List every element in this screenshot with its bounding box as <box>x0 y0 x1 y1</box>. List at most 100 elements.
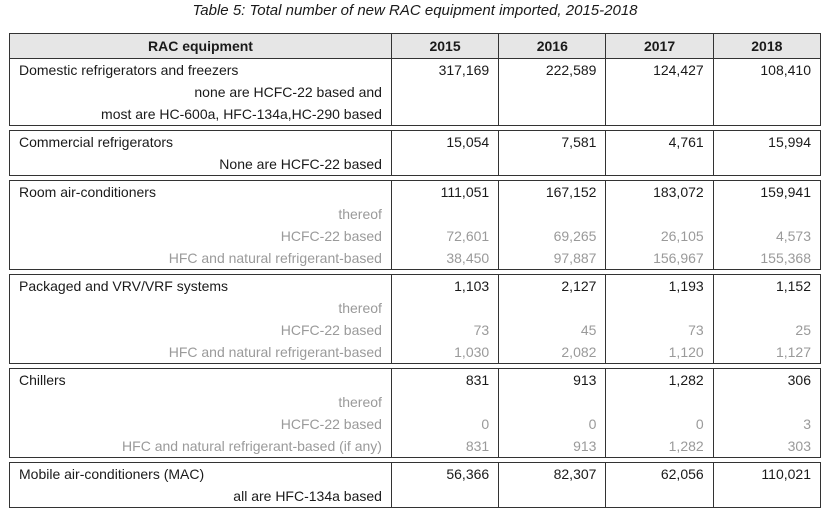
value-cell-2016 <box>498 203 607 225</box>
value-cell-2015: 73 <box>390 319 500 341</box>
value-cell-2017 <box>605 297 714 319</box>
header-2015: 2015 <box>390 33 500 59</box>
value-cell-2018 <box>712 485 822 508</box>
table-body: Domestic refrigerators and freezers 317,1… <box>9 58 822 508</box>
value-cell-2018: 159,941 <box>712 180 822 203</box>
value-cell-2015: 0 <box>390 413 500 435</box>
value-cell-2017: 62,056 <box>605 462 714 485</box>
value-cell-2016: 222,589 <box>498 58 607 81</box>
value-cell-2015: 831 <box>390 435 500 458</box>
value-cell-2017: 0 <box>605 413 714 435</box>
equipment-sublabel: HFC and natural refrigerant-based <box>9 247 392 270</box>
value-cell-2016: 2,127 <box>498 274 607 297</box>
value-cell-2018: 155,368 <box>712 247 822 270</box>
equipment-sublabel: most are HC-600a, HFC-134a,HC-290 based <box>9 103 392 126</box>
table-row: Commercial refrigerators 15,054 7,581 4,761… <box>9 130 822 153</box>
value-cell-2017: 73 <box>605 319 714 341</box>
value-cell-2018 <box>712 103 822 126</box>
value-cell-2017 <box>605 103 714 126</box>
value-cell-2016 <box>498 153 607 176</box>
value-cell-2018: 4,573 <box>712 225 822 247</box>
header-2018: 2018 <box>712 33 822 59</box>
value-cell-2018: 1,152 <box>712 274 822 297</box>
table-row: none are HCFC-22 based and <box>9 81 822 103</box>
table-row: thereof <box>9 391 822 413</box>
value-cell-2015: 38,450 <box>390 247 500 270</box>
value-cell-2016: 45 <box>498 319 607 341</box>
value-cell-2015: 56,366 <box>390 462 500 485</box>
value-cell-2018: 306 <box>712 368 822 391</box>
table-row: HCFC-22 based 0 0 0 3 <box>9 413 822 435</box>
equipment-sublabel: HFC and natural refrigerant-based <box>9 341 392 364</box>
value-cell-2016 <box>498 391 607 413</box>
header-rac-equipment: RAC equipment <box>9 33 392 59</box>
value-cell-2015 <box>390 103 500 126</box>
value-cell-2017: 1,120 <box>605 341 714 364</box>
value-cell-2015 <box>390 485 500 508</box>
value-cell-2018: 108,410 <box>712 58 822 81</box>
value-cell-2017 <box>605 485 714 508</box>
value-cell-2015 <box>390 391 500 413</box>
value-cell-2016 <box>498 485 607 508</box>
value-cell-2017 <box>605 203 714 225</box>
table-row: HFC and natural refrigerant-based 38,450 9… <box>9 247 822 270</box>
header-2016: 2016 <box>498 33 607 59</box>
value-cell-2017: 124,427 <box>605 58 714 81</box>
value-cell-2017: 4,761 <box>605 130 714 153</box>
table-row: most are HC-600a, HFC-134a,HC-290 based <box>9 103 822 126</box>
value-cell-2015 <box>390 81 500 103</box>
value-cell-2015: 317,169 <box>390 58 500 81</box>
header-row: RAC equipment 2015 2016 2017 2018 <box>9 33 822 59</box>
value-cell-2017 <box>605 391 714 413</box>
table-row: HFC and natural refrigerant-based (if an… <box>9 435 822 458</box>
equipment-sublabel: thereof <box>9 297 392 319</box>
value-cell-2015 <box>390 203 500 225</box>
value-cell-2017: 1,282 <box>605 368 714 391</box>
table-row: thereof <box>9 297 822 319</box>
value-cell-2018 <box>712 203 822 225</box>
value-cell-2017: 1,193 <box>605 274 714 297</box>
value-cell-2015: 111,051 <box>390 180 500 203</box>
table-row: HFC and natural refrigerant-based 1,030 2,… <box>9 341 822 364</box>
table-row: Packaged and VRV/VRF systems 1,103 2,127 1,… <box>9 274 822 297</box>
table-row: Domestic refrigerators and freezers 317,1… <box>9 58 822 81</box>
table-row: Room air-conditioners 111,051 167,152 183,0… <box>9 180 822 203</box>
value-cell-2015: 1,103 <box>390 274 500 297</box>
value-cell-2016: 913 <box>498 435 607 458</box>
equipment-label: Commercial refrigerators <box>9 130 392 153</box>
value-cell-2018: 15,994 <box>712 130 822 153</box>
equipment-label: Domestic refrigerators and freezers <box>9 58 392 81</box>
value-cell-2017: 26,105 <box>605 225 714 247</box>
table-caption: Table 5: Total number of new RAC equipme… <box>192 2 638 19</box>
value-cell-2016: 97,887 <box>498 247 607 270</box>
value-cell-2016: 2,082 <box>498 341 607 364</box>
value-cell-2015: 831 <box>390 368 500 391</box>
value-cell-2015 <box>390 153 500 176</box>
rac-import-table: RAC equipment 2015 2016 2017 2018 Domest… <box>9 33 822 508</box>
value-cell-2015: 15,054 <box>390 130 500 153</box>
equipment-label: Packaged and VRV/VRF systems <box>9 274 392 297</box>
equipment-sublabel: HCFC-22 based <box>9 319 392 341</box>
equipment-sublabel: thereof <box>9 203 392 225</box>
value-cell-2018: 110,021 <box>712 462 822 485</box>
value-cell-2017 <box>605 153 714 176</box>
value-cell-2016: 913 <box>498 368 607 391</box>
value-cell-2018 <box>712 153 822 176</box>
equipment-sublabel: HCFC-22 based <box>9 225 392 247</box>
equipment-label: Room air-conditioners <box>9 180 392 203</box>
value-cell-2016: 82,307 <box>498 462 607 485</box>
value-cell-2016: 69,265 <box>498 225 607 247</box>
table-row: Mobile air-conditioners (MAC) 56,366 82,30… <box>9 462 822 485</box>
value-cell-2015: 72,601 <box>390 225 500 247</box>
value-cell-2016: 167,152 <box>498 180 607 203</box>
value-cell-2018: 303 <box>712 435 822 458</box>
value-cell-2016: 7,581 <box>498 130 607 153</box>
value-cell-2015 <box>390 297 500 319</box>
value-cell-2016 <box>498 103 607 126</box>
equipment-sublabel: HCFC-22 based <box>9 413 392 435</box>
value-cell-2017: 1,282 <box>605 435 714 458</box>
table-row: HCFC-22 based 72,601 69,265 26,105 4,573 <box>9 225 822 247</box>
value-cell-2018 <box>712 81 822 103</box>
value-cell-2018: 25 <box>712 319 822 341</box>
value-cell-2016 <box>498 297 607 319</box>
